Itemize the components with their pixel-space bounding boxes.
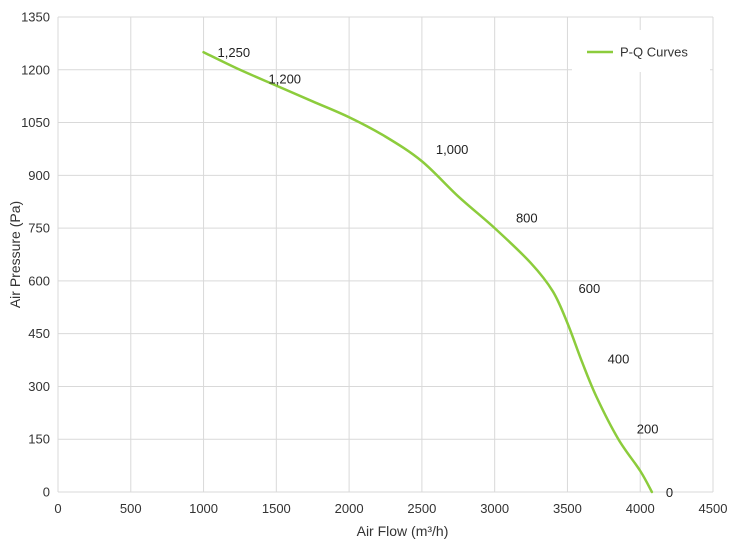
y-tick-label: 900 — [28, 168, 50, 183]
data-label: 600 — [579, 281, 601, 296]
data-label: 1,000 — [436, 142, 469, 157]
data-label: 1,250 — [218, 45, 251, 60]
data-label: 400 — [608, 351, 630, 366]
series-layer — [202, 50, 654, 494]
legend: P-Q Curves — [572, 30, 710, 72]
legend-label: P-Q Curves — [620, 45, 688, 60]
x-tick-label: 3000 — [480, 501, 509, 516]
x-tick-label: 2500 — [407, 501, 436, 516]
y-tick-label: 0 — [43, 485, 50, 500]
grid-lines — [57, 16, 714, 493]
x-tick-label: 4500 — [699, 501, 728, 516]
data-label: 200 — [637, 422, 659, 437]
data-labels: 1,250 1,200 1,000 800 600 400 200 0 — [218, 45, 674, 500]
x-tick-label: 4000 — [626, 501, 655, 516]
x-tick-label: 0 — [54, 501, 61, 516]
y-axis-title: Air Pressure (Pa) — [7, 201, 23, 308]
data-label: 1,200 — [269, 72, 302, 87]
y-tick-label: 1050 — [21, 115, 50, 130]
y-tick-label: 600 — [28, 273, 50, 288]
y-tick-label: 750 — [28, 221, 50, 236]
y-tick-label: 300 — [28, 379, 50, 394]
x-tick-label: 2000 — [335, 501, 364, 516]
data-label: 800 — [516, 211, 538, 226]
y-tick-label: 150 — [28, 432, 50, 447]
y-tick-label: 450 — [28, 326, 50, 341]
x-tick-label: 1500 — [262, 501, 291, 516]
x-axis-title: Air Flow (m³/h) — [357, 523, 449, 539]
x-tick-label: 1000 — [189, 501, 218, 516]
axes: 0 500 1000 1500 2000 2500 3000 3500 4000 45000150… — [7, 10, 727, 540]
y-tick-label: 1200 — [21, 62, 50, 77]
x-tick-label: 500 — [120, 501, 142, 516]
data-label: 0 — [666, 485, 673, 500]
y-tick-label: 1350 — [21, 10, 50, 25]
series-line-pq-curves — [202, 50, 654, 494]
x-tick-label: 3500 — [553, 501, 582, 516]
